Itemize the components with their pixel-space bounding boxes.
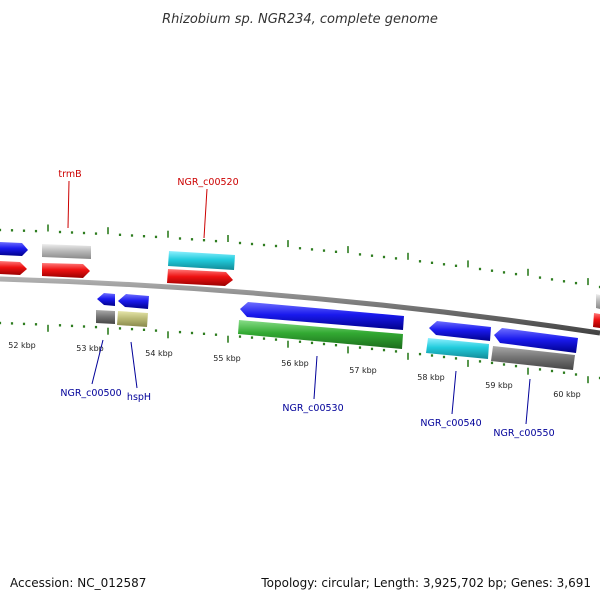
leader-line xyxy=(130,341,138,389)
accession-text: Accession: NC_012587 xyxy=(10,576,147,590)
gene-NGR_c00500[interactable] xyxy=(96,310,115,324)
gene-gray-edge[interactable] xyxy=(596,294,600,309)
gene-NGR_c00530[interactable] xyxy=(238,320,403,349)
genome-backbone xyxy=(0,276,600,336)
forward-strand-features xyxy=(0,242,600,328)
leader-line xyxy=(91,339,104,385)
gene-arrow-blue-long[interactable] xyxy=(240,302,404,330)
kbp-label: 58 kbp xyxy=(417,373,445,382)
gene-label-trmB[interactable]: trmB xyxy=(58,169,81,180)
label-leader-lines xyxy=(67,180,531,425)
outer-tick-track xyxy=(0,224,600,289)
gene-NGR_c00550[interactable] xyxy=(491,346,575,370)
leader-line xyxy=(67,180,70,229)
kbp-axis-labels: 52 kbp 53 kbp 54 kbp 55 kbp 56 kbp 57 kb… xyxy=(8,341,581,399)
leader-line xyxy=(313,355,318,400)
kbp-label: 59 kbp xyxy=(485,381,513,390)
inner-tick-track xyxy=(0,321,600,384)
gene-label-NGR_c00550[interactable]: NGR_c00550 xyxy=(493,428,554,439)
gene-arrow-red[interactable] xyxy=(0,261,27,275)
gene-arrow-blue-small[interactable] xyxy=(97,293,115,306)
genome-stats-text: Topology: circular; Length: 3,925,702 bp… xyxy=(261,576,591,590)
gene-label-NGR_c00540[interactable]: NGR_c00540 xyxy=(420,418,481,429)
gene-arrow-blue[interactable] xyxy=(429,321,491,341)
gene-arrow-blue-small[interactable] xyxy=(118,294,149,309)
gene-arrow-red[interactable] xyxy=(167,269,233,286)
gene-arrow-blue[interactable] xyxy=(0,242,28,256)
reverse-strand-features xyxy=(96,293,578,370)
gene-trmB[interactable] xyxy=(42,244,91,259)
gene-label-hspH[interactable]: hspH xyxy=(127,392,151,403)
gene-arrow-blue[interactable] xyxy=(494,328,578,353)
leader-line xyxy=(525,378,531,425)
kbp-label: 57 kbp xyxy=(349,366,377,375)
gene-label-NGR_c00500[interactable]: NGR_c00500 xyxy=(60,388,121,399)
kbp-label: 54 kbp xyxy=(145,349,173,358)
kbp-label: 53 kbp xyxy=(76,344,104,353)
kbp-label: 52 kbp xyxy=(8,341,36,350)
leader-line xyxy=(451,370,457,415)
leader-line xyxy=(203,188,208,239)
gene-arrow-red[interactable] xyxy=(42,263,90,278)
gene-label-NGR_c00530[interactable]: NGR_c00530 xyxy=(282,403,343,414)
gene-NGR_c00520[interactable] xyxy=(168,251,235,270)
gene-red-edge[interactable] xyxy=(593,313,600,328)
gene-label-NGR_c00520[interactable]: NGR_c00520 xyxy=(177,177,238,188)
kbp-label: 56 kbp xyxy=(281,359,309,368)
gene-labels: trmB NGR_c00520 NGR_c00500 hspH NGR_c005… xyxy=(58,169,554,439)
map-title: Rhizobium sp. NGR234, complete genome xyxy=(162,12,438,27)
gene-NGR_c00540[interactable] xyxy=(426,338,489,359)
kbp-label: 60 kbp xyxy=(553,390,581,399)
gene-hspH[interactable] xyxy=(117,311,148,327)
kbp-label: 55 kbp xyxy=(213,354,241,363)
